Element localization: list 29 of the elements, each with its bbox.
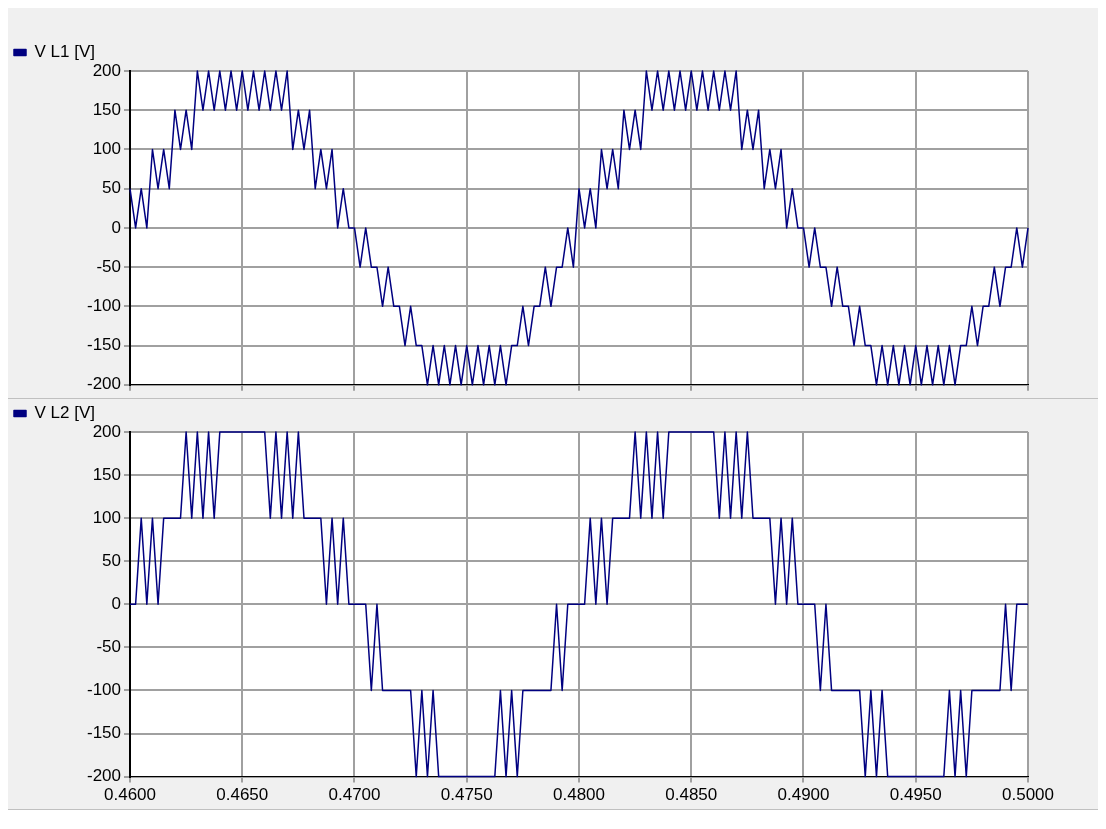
y-tick-label: -200 xyxy=(86,766,121,786)
x-tick-label: 0.4900 xyxy=(777,785,830,805)
x-tick-label: 0.4850 xyxy=(665,785,718,805)
y-tick-label: 0 xyxy=(111,593,121,613)
x-tick-label: 0.4650 xyxy=(216,785,269,805)
x-tick-label: 0.4800 xyxy=(553,785,605,805)
legend-label: V L2 [V] xyxy=(34,403,95,423)
y-tick-label: 50 xyxy=(102,178,121,198)
y-tick-label: -150 xyxy=(86,335,121,355)
y-tick-label: 50 xyxy=(102,550,121,570)
y-tick-label: -100 xyxy=(86,680,121,700)
y-tick-label: 0 xyxy=(111,217,121,237)
x-tick-label: 0.4950 xyxy=(889,785,942,805)
y-tick-label: -150 xyxy=(86,723,121,743)
y-tick-label: -50 xyxy=(96,637,121,657)
y-tick-label: -50 xyxy=(96,256,121,276)
x-tick-label: 0.4700 xyxy=(328,785,381,805)
y-tick-label: 150 xyxy=(92,464,121,484)
legend-label: V L1 [V] xyxy=(34,42,95,62)
y-tick-label: 200 xyxy=(92,60,121,80)
y-tick-label: -100 xyxy=(86,296,121,316)
y-tick-label: 150 xyxy=(92,99,121,119)
x-tick-label: 0.4750 xyxy=(440,785,493,805)
y-tick-label: 100 xyxy=(92,507,121,527)
x-tick-label: 0.5000 xyxy=(1002,785,1054,805)
x-tick-label: 0.4600 xyxy=(104,785,156,805)
y-tick-label: -200 xyxy=(86,374,121,394)
y-tick-label: 100 xyxy=(92,139,121,159)
y-tick-label: 200 xyxy=(92,421,121,441)
